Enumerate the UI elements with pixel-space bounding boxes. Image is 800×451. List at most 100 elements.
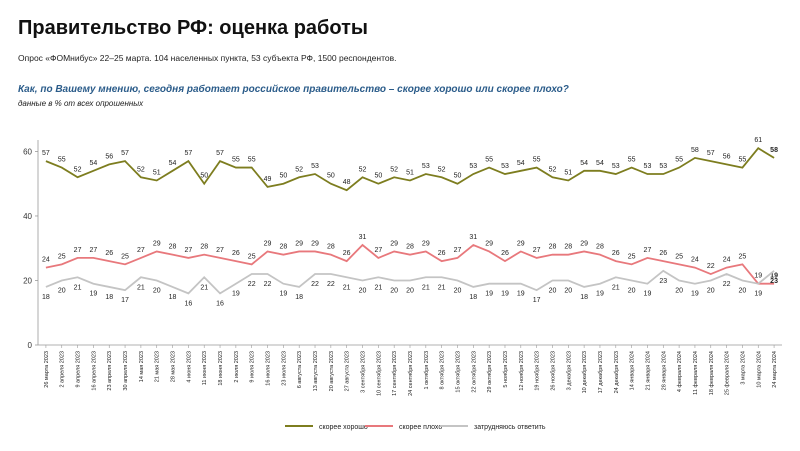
data-label: 29 xyxy=(153,240,161,247)
data-label: 50 xyxy=(454,173,462,180)
data-label: 29 xyxy=(422,240,430,247)
x-tick-label: 26 ноября 2023 xyxy=(550,351,556,391)
data-label: 31 xyxy=(359,234,367,241)
data-label: 16 xyxy=(216,300,224,307)
data-label: 17 xyxy=(121,297,129,304)
x-tick-label: 9 апреля 2023 xyxy=(76,351,82,388)
x-tick-label: 28 января 2024 xyxy=(661,351,667,390)
data-label: 53 xyxy=(469,163,477,170)
data-label: 28 xyxy=(406,244,414,251)
data-label: 21 xyxy=(200,284,208,291)
data-label: 28 xyxy=(549,244,557,251)
x-tick-label: 6 августа 2023 xyxy=(297,351,303,388)
data-label: 19 xyxy=(501,291,509,298)
data-label: 28 xyxy=(596,244,604,251)
legend-label: затрудняюсь ответить xyxy=(474,424,546,431)
data-label: 52 xyxy=(438,166,446,173)
data-label: 55 xyxy=(232,157,240,164)
x-tick-label: 5 ноября 2023 xyxy=(503,351,509,388)
y-tick-label: 20 xyxy=(23,276,32,285)
x-tick-label: 11 июня 2023 xyxy=(202,351,208,385)
x-tick-label: 12 ноября 2023 xyxy=(519,351,525,391)
data-label: 20 xyxy=(153,287,161,294)
data-label: 29 xyxy=(311,240,319,247)
data-label: 25 xyxy=(739,253,747,260)
data-label: 50 xyxy=(374,173,382,180)
x-tick-label: 24 сентября 2023 xyxy=(408,351,414,396)
x-tick-label: 2 апреля 2023 xyxy=(60,351,66,388)
data-label: 28 xyxy=(279,244,287,251)
data-label: 27 xyxy=(374,247,382,254)
x-tick-label: 25 февраля 2024 xyxy=(725,351,731,395)
x-tick-label: 24 декабря 2023 xyxy=(614,351,620,393)
data-label: 26 xyxy=(659,250,667,257)
data-label: 57 xyxy=(121,150,129,157)
data-label: 54 xyxy=(517,160,525,167)
data-label: 31 xyxy=(469,234,477,241)
data-label: 49 xyxy=(264,176,272,183)
data-label: 52 xyxy=(137,166,145,173)
data-label: 29 xyxy=(580,240,588,247)
question: Как, по Вашему мнению, сегодня работает … xyxy=(18,83,569,95)
data-label: 28 xyxy=(564,244,572,251)
data-label: 57 xyxy=(184,150,192,157)
data-label: 19 xyxy=(691,291,699,298)
data-label: 52 xyxy=(549,166,557,173)
data-label: 27 xyxy=(454,247,462,254)
data-label: 52 xyxy=(74,166,82,173)
data-label: 26 xyxy=(232,250,240,257)
series-line xyxy=(45,147,775,192)
x-tick-label: 3 марта 2024 xyxy=(740,351,746,385)
data-label: 52 xyxy=(359,166,367,173)
data-label: 18 xyxy=(169,294,177,301)
data-label: 19 xyxy=(644,291,652,298)
data-label: 57 xyxy=(42,150,50,157)
data-label: 57 xyxy=(216,150,224,157)
data-label: 55 xyxy=(485,157,493,164)
data-label: 19 xyxy=(232,291,240,298)
data-label: 24 xyxy=(42,257,50,264)
x-tick-label: 27 августа 2023 xyxy=(345,351,351,391)
data-label: 53 xyxy=(659,163,667,170)
x-tick-label: 8 октября 2023 xyxy=(440,351,446,390)
data-label: 20 xyxy=(390,287,398,294)
data-label: 27 xyxy=(90,247,98,254)
x-tick-label: 21 мая 2023 xyxy=(155,351,161,382)
x-tick-label: 2 июля 2023 xyxy=(234,351,240,383)
data-label: 24 xyxy=(691,257,699,264)
y-tick-label: 40 xyxy=(23,212,32,221)
data-label: 21 xyxy=(374,284,382,291)
data-label: 52 xyxy=(390,166,398,173)
data-label: 55 xyxy=(58,157,66,164)
data-label: 48 xyxy=(343,179,351,186)
x-tick-label: 10 декабря 2023 xyxy=(582,351,588,393)
data-label: 21 xyxy=(612,284,620,291)
x-tick-label: 15 октября 2023 xyxy=(455,351,461,393)
data-label: 22 xyxy=(248,281,256,288)
data-label: 25 xyxy=(675,253,683,260)
data-label: 56 xyxy=(723,153,731,160)
x-tick-label: 9 июля 2023 xyxy=(250,351,256,383)
data-label: 55 xyxy=(628,157,636,164)
data-label: 19 xyxy=(279,291,287,298)
x-tick-label: 3 сентября 2023 xyxy=(361,351,367,393)
data-label: 19 xyxy=(770,273,778,280)
data-label: 28 xyxy=(327,244,335,251)
legend-label: скорее плохо xyxy=(399,424,442,431)
data-label: 55 xyxy=(248,157,256,164)
data-label: 19 xyxy=(754,273,762,280)
data-label: 27 xyxy=(74,247,82,254)
data-label: 23 xyxy=(659,278,667,285)
data-label: 18 xyxy=(580,294,588,301)
y-tick-label: 0 xyxy=(28,341,33,350)
x-tick-label: 16 июля 2023 xyxy=(266,351,272,386)
data-label: 23 xyxy=(770,278,778,285)
data-label: 19 xyxy=(517,291,525,298)
data-label: 27 xyxy=(137,247,145,254)
data-label: 21 xyxy=(74,284,82,291)
data-label: 26 xyxy=(105,250,113,257)
x-tick-label: 20 августа 2023 xyxy=(329,351,335,391)
data-label: 21 xyxy=(438,284,446,291)
data-label: 29 xyxy=(517,240,525,247)
